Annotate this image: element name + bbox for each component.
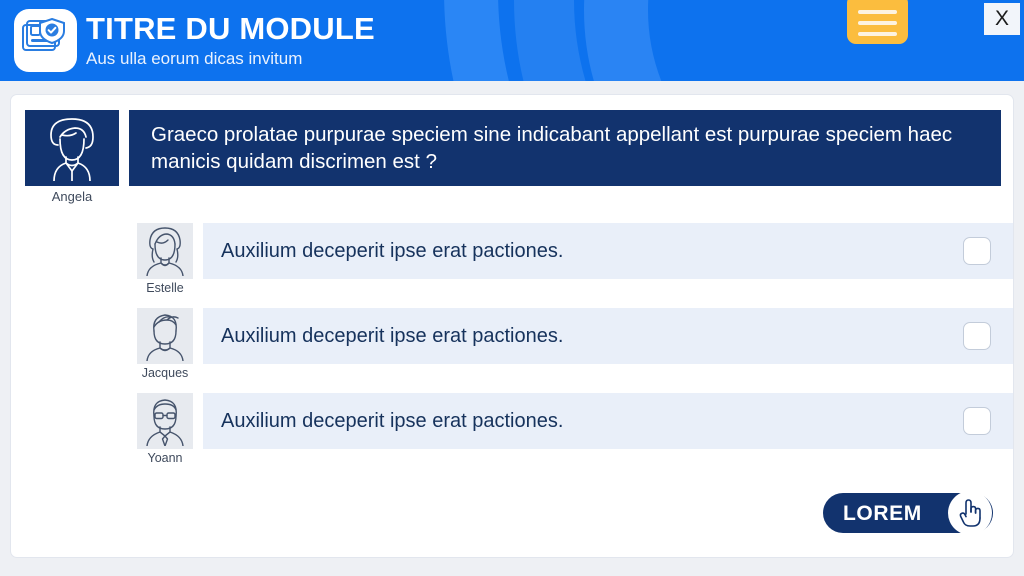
submit-button-label: LOREM <box>843 502 922 525</box>
man-short-hair-avatar-icon <box>137 308 193 364</box>
question-block: Angela Graeco prolatae purpurae speciem … <box>25 110 1001 204</box>
answer-avatar-name: Yoann <box>147 451 183 465</box>
question-banner: Graeco prolatae purpurae speciem sine in… <box>129 110 1001 186</box>
answer-text: Auxilium deceperit ipse erat pactiones. <box>221 239 564 262</box>
answer-checkbox[interactable] <box>963 407 991 435</box>
submit-button[interactable]: LOREM <box>823 491 993 535</box>
answer-option[interactable]: Auxilium deceperit ipse erat pactiones. <box>203 223 1013 279</box>
list-item: Estelle Auxilium deceperit ipse erat pac… <box>11 223 1015 295</box>
answer-list: Estelle Auxilium deceperit ipse erat pac… <box>11 223 1015 478</box>
close-icon[interactable]: X <box>984 3 1020 35</box>
answer-option[interactable]: Auxilium deceperit ipse erat pactiones. <box>203 308 1013 364</box>
woman-avatar-icon <box>25 110 119 186</box>
list-item: Jacques Auxilium deceperit ipse erat pac… <box>11 308 1015 380</box>
page-subtitle: Aus ulla eorum dicas invitum <box>86 49 303 68</box>
woman-long-hair-avatar-icon <box>137 223 193 279</box>
question-avatar-name: Angela <box>51 189 93 204</box>
page-title: TITRE DU MODULE <box>86 11 375 46</box>
answer-checkbox[interactable] <box>963 237 991 265</box>
list-item: Yoann Auxilium deceperit ipse erat pacti… <box>11 393 1015 465</box>
app-header: TITRE DU MODULE Aus ulla eorum dicas inv… <box>0 0 1024 81</box>
id-card-shield-icon <box>14 9 77 72</box>
header-titles: TITRE DU MODULE Aus ulla eorum dicas inv… <box>86 10 375 70</box>
answer-checkbox[interactable] <box>963 322 991 350</box>
header-decorative-arcs <box>0 0 1024 81</box>
answer-avatar-name: Estelle <box>146 281 184 295</box>
pointing-hand-cursor-icon <box>948 491 992 535</box>
answer-text: Auxilium deceperit ipse erat pactiones. <box>221 324 564 347</box>
answer-option[interactable]: Auxilium deceperit ipse erat pactiones. <box>203 393 1013 449</box>
answer-avatar-name: Jacques <box>141 366 189 380</box>
content-panel: Angela Graeco prolatae purpurae speciem … <box>10 94 1014 558</box>
answer-text: Auxilium deceperit ipse erat pactiones. <box>221 409 564 432</box>
man-glasses-tie-avatar-icon <box>137 393 193 449</box>
hamburger-menu-icon[interactable] <box>847 0 908 44</box>
question-text: Graeco prolatae purpurae speciem sine in… <box>151 123 953 173</box>
